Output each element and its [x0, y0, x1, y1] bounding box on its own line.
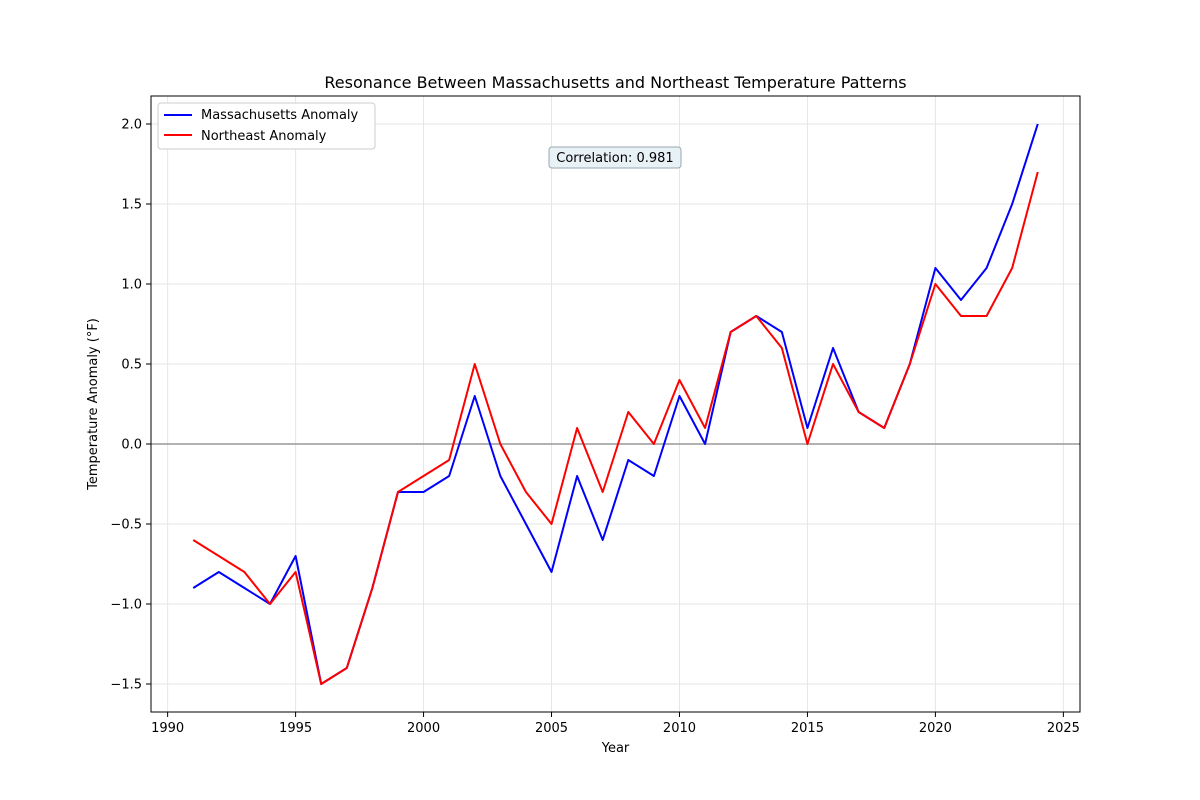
x-axis-ticks: 1990 1995 2000 2005 2010 2015 2020 2025	[151, 712, 1080, 736]
legend-label-massachusetts: Massachusetts Anomaly	[201, 108, 359, 123]
correlation-annotation: Correlation: 0.981	[548, 146, 682, 169]
x-tick-label: 2020	[919, 721, 952, 736]
correlation-annotation-text: Correlation: 0.981	[556, 151, 673, 166]
x-axis-label: Year	[601, 741, 630, 756]
series-lines	[192, 123, 1039, 685]
series-line-massachusetts	[192, 123, 1039, 685]
x-tick-label: 2005	[535, 721, 568, 736]
y-axis-ticks: −1.5 −1.0 −0.5 0.0 0.5 1.0 1.5 2.0	[110, 118, 151, 693]
x-tick-label: 1990	[151, 721, 184, 736]
y-tick-label: −1.0	[110, 598, 142, 613]
legend: Massachusetts Anomaly Northeast Anomaly	[157, 102, 376, 150]
y-tick-label: 1.5	[121, 198, 142, 213]
x-tick-label: 2000	[407, 721, 440, 736]
x-tick-label: 2025	[1047, 721, 1080, 736]
y-tick-label: −1.5	[110, 678, 142, 693]
correlation-annotation-box	[548, 146, 682, 169]
plot-area-frame	[150, 95, 1081, 713]
y-axis-label: Temperature Anomaly (°F)	[86, 318, 101, 491]
x-tick-label: 2015	[791, 721, 824, 736]
legend-label-northeast: Northeast Anomaly	[201, 129, 327, 144]
y-tick-label: 0.0	[121, 438, 142, 453]
chart-title: Resonance Between Massachusetts and Nort…	[324, 73, 906, 92]
series-line-northeast	[192, 171, 1039, 685]
grid-lines	[151, 96, 1080, 712]
x-tick-label: 1995	[279, 721, 312, 736]
y-tick-label: 1.0	[121, 278, 142, 293]
y-tick-label: −0.5	[110, 518, 142, 533]
y-tick-label: 2.0	[121, 118, 142, 133]
y-tick-label: 0.5	[121, 358, 142, 373]
x-tick-label: 2010	[663, 721, 696, 736]
legend-box	[157, 102, 376, 150]
